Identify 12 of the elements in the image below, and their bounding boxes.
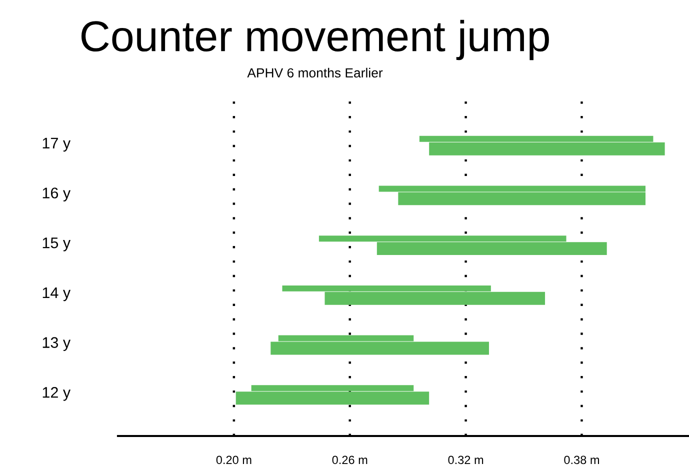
- y-tick-label: 15 y: [42, 238, 71, 252]
- chart-subtitle: APHV 6 months Earlier: [247, 68, 383, 78]
- x-tick-label: 0.38 m: [564, 456, 599, 464]
- y-tick-label: 17 y: [42, 138, 71, 152]
- x-tick-label: 0.26 m: [332, 456, 368, 464]
- y-tick-label: 12 y: [42, 387, 71, 401]
- y-tick-label: 13 y: [42, 337, 71, 351]
- x-tick-label: 0.20 m: [216, 456, 252, 464]
- y-tick-label: 14 y: [42, 287, 71, 302]
- chart-title: Counter movement jump: [81, 20, 549, 60]
- x-tick-label: 0.32 m: [448, 456, 484, 464]
- y-tick-label: 16 y: [42, 188, 71, 202]
